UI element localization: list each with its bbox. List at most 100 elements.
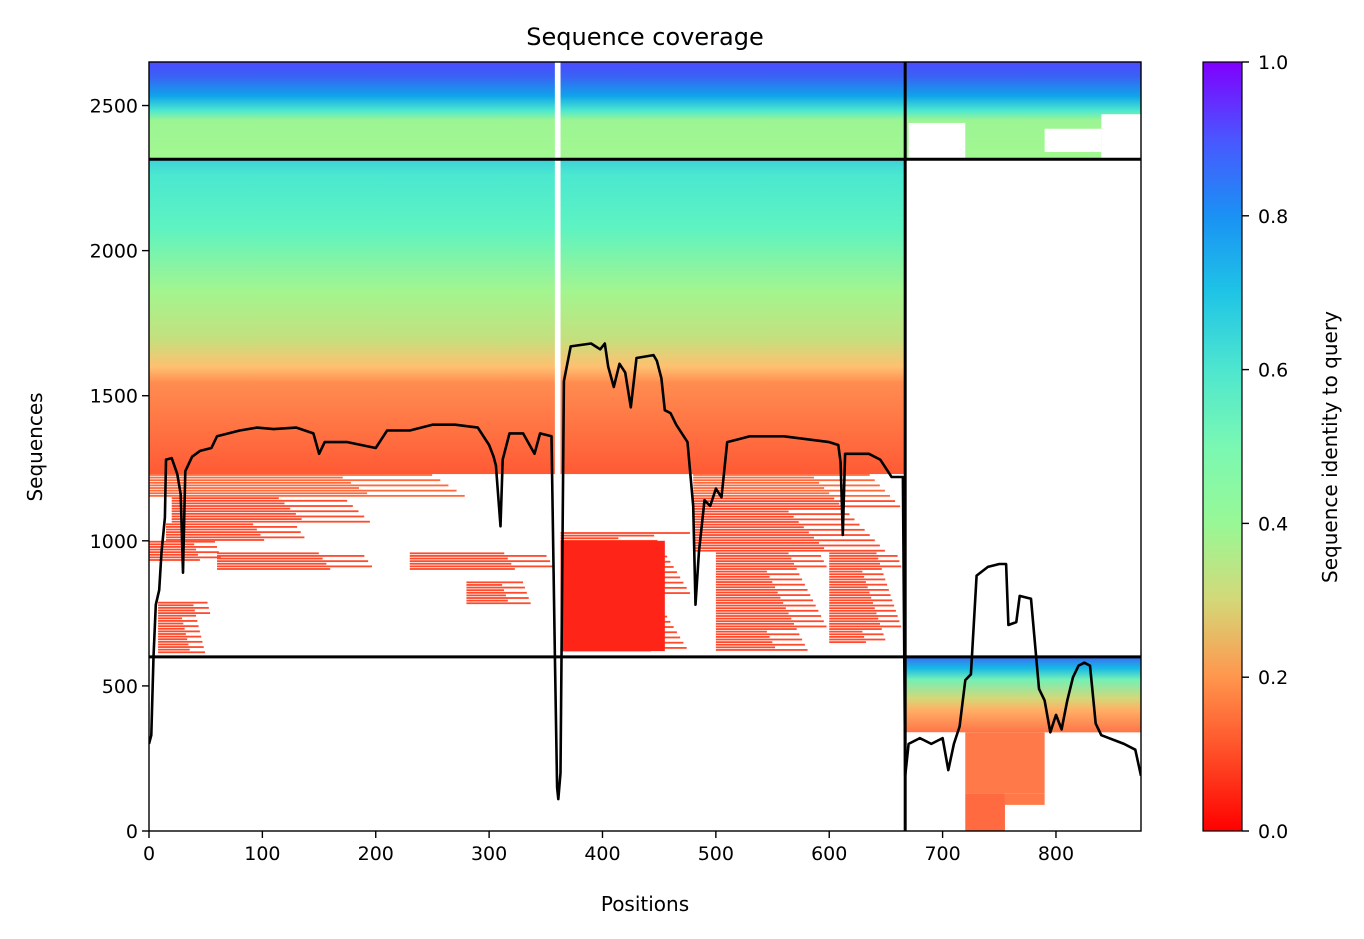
heatmap-coverage-line xyxy=(217,562,327,565)
heatmap-coverage-line xyxy=(693,502,840,505)
heatmap-coverage-line xyxy=(829,628,882,630)
heatmap-block-main xyxy=(149,159,906,475)
heatmap-coverage-line xyxy=(693,518,855,521)
heatmap-coverage-line xyxy=(166,523,254,526)
heatmap-coverage-line xyxy=(409,552,505,555)
heatmap-coverage-line xyxy=(829,565,902,568)
y-axis-label: Sequences xyxy=(23,392,47,501)
heatmap-coverage-line xyxy=(158,622,184,625)
heatmap-coverage-line xyxy=(693,492,830,495)
heatmap-coverage-line xyxy=(217,557,323,560)
heatmap-coverage-line xyxy=(693,500,896,502)
heatmap-coverage-line xyxy=(715,568,797,570)
heatmap-coverage-line xyxy=(829,641,866,644)
heatmap-coverage-line xyxy=(158,625,199,628)
heatmap-coverage-line xyxy=(466,602,531,605)
heatmap-coverage-line xyxy=(693,505,901,508)
x-tick-label: 500 xyxy=(698,843,734,865)
heatmap-coverage-line xyxy=(693,541,820,544)
heatmap-block-bottom-right-lower xyxy=(965,732,1045,794)
heatmap-coverage-line xyxy=(829,625,902,628)
y-tick-label: 2500 xyxy=(90,96,138,118)
heatmap-coverage-line xyxy=(829,562,881,565)
heatmap-coverage-line xyxy=(715,594,811,597)
x-tick-label: 600 xyxy=(811,843,847,865)
heatmap-coverage-line xyxy=(715,565,827,568)
heatmap-coverage-line xyxy=(829,609,896,612)
heatmap-coverage-line xyxy=(158,620,198,622)
colorbar-tick-label: 0.4 xyxy=(1258,513,1288,535)
heatmap-coverage-line xyxy=(466,597,529,599)
heatmap-coverage-line xyxy=(158,627,185,630)
heatmap-coverage-line xyxy=(693,528,865,531)
heatmap-coverage-line xyxy=(715,635,770,638)
heatmap-coverage-line xyxy=(171,507,291,510)
heatmap-coverage-line xyxy=(693,531,809,534)
heatmap-coverage-line xyxy=(466,581,524,584)
heatmap-coverage-line xyxy=(715,625,827,628)
heatmap-coverage-line xyxy=(158,640,203,643)
heatmap-coverage-line xyxy=(715,617,792,620)
heatmap-coverage-line xyxy=(166,526,298,528)
heatmap-coverage-line xyxy=(693,474,870,476)
heatmap-coverage-line xyxy=(715,607,786,610)
colorbar-ticks: 0.0 0.2 0.4 0.6 0.8 1.0 xyxy=(1242,52,1288,843)
heatmap-coverage-line xyxy=(693,484,880,487)
heatmap-coverage-line xyxy=(715,633,800,636)
heatmap-coverage-line xyxy=(829,583,888,586)
heatmap-coverage-line xyxy=(171,518,302,520)
heatmap-coverage-line xyxy=(715,555,822,557)
heatmap-coverage-line xyxy=(166,528,257,531)
x-tick-label: 100 xyxy=(244,843,280,865)
y-tick-label: 1000 xyxy=(90,531,138,553)
heatmap-coverage-line xyxy=(829,599,893,602)
heatmap-coverage-line xyxy=(693,513,850,516)
heatmap-block-top-left xyxy=(149,62,906,160)
heatmap-coverage-line xyxy=(715,630,767,633)
heatmap-coverage-line xyxy=(409,565,554,568)
heatmap-coverage-line xyxy=(693,544,880,547)
heatmap-coverage-line xyxy=(557,537,619,540)
colorbar-tick-label: 1.0 xyxy=(1258,52,1288,74)
colorbar-tick-label: 0.6 xyxy=(1258,360,1288,382)
heatmap-coverage-line xyxy=(171,512,296,515)
heatmap-coverage-line xyxy=(171,499,348,502)
heatmap-coverage-line xyxy=(171,497,279,500)
x-axis-ticks: 0 100 200 300 400 500 600 700 800 xyxy=(143,831,1074,865)
heatmap-coverage-line xyxy=(829,578,886,581)
heatmap-block-bottom-right xyxy=(905,656,1141,733)
heatmap-coverage-line xyxy=(829,604,895,607)
heatmap-coverage-line xyxy=(715,557,792,560)
heatmap-coverage-line xyxy=(829,596,872,599)
heatmap-coverage-line xyxy=(149,474,433,476)
heatmap-coverage-line xyxy=(158,648,190,651)
colorbar-tick-label: 0.8 xyxy=(1258,206,1288,228)
heatmap-coverage-line xyxy=(158,643,189,646)
heatmap-coverage-line xyxy=(158,646,204,648)
heatmap-coverage-line xyxy=(829,588,889,591)
heatmap-coverage-line xyxy=(217,565,372,568)
heatmap-coverage-line xyxy=(829,552,877,555)
heatmap-coverage-line xyxy=(166,533,261,536)
heatmap-coverage-line xyxy=(149,489,457,492)
heatmap-coverage-line xyxy=(829,575,865,578)
heatmap-coverage-line xyxy=(715,620,824,623)
heatmap-coverage-line xyxy=(829,581,866,583)
heatmap-block-bottom-right-lower xyxy=(1004,793,1045,805)
y-tick-label: 2000 xyxy=(90,241,138,263)
heatmap-coverage-line xyxy=(715,586,776,589)
heatmap-coverage-line xyxy=(171,520,370,523)
heatmap-coverage-line xyxy=(158,606,209,609)
colorbar-tick-label: 0.0 xyxy=(1258,821,1288,843)
heatmap-coverage-line xyxy=(693,481,820,484)
heatmap-coverage-line xyxy=(557,532,690,534)
heatmap-coverage-line xyxy=(715,581,773,583)
heatmap-coverage-line xyxy=(149,484,449,487)
heatmap-coverage-line xyxy=(693,497,835,500)
heatmap-coverage-line xyxy=(715,604,816,607)
heatmap-coverage-line xyxy=(715,596,781,599)
heatmap-coverage-line xyxy=(409,557,508,560)
heatmap-coverage-line xyxy=(171,515,365,518)
heatmap-coverage-line xyxy=(715,599,813,602)
heatmap-coverage-line xyxy=(466,589,505,592)
